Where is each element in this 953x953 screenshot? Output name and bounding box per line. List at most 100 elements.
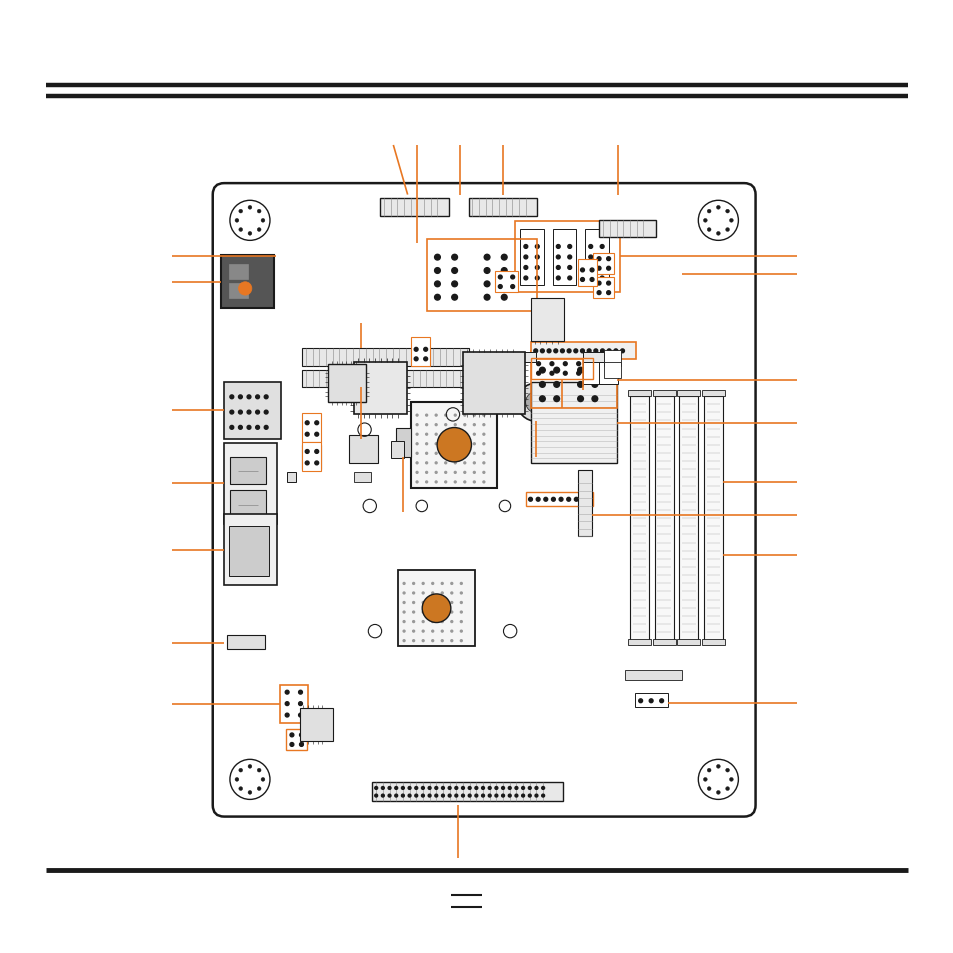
Circle shape	[299, 742, 303, 746]
Bar	[552, 230, 576, 285]
Bar	[603, 363, 620, 378]
Circle shape	[473, 481, 475, 483]
Circle shape	[435, 453, 436, 455]
Circle shape	[381, 787, 384, 789]
Bar	[598, 357, 617, 384]
Circle shape	[536, 497, 539, 501]
Circle shape	[528, 787, 531, 789]
Bar	[390, 441, 403, 458]
Circle shape	[403, 621, 405, 623]
Circle shape	[416, 443, 417, 445]
Circle shape	[395, 795, 397, 797]
Circle shape	[484, 269, 490, 274]
Circle shape	[444, 434, 446, 436]
Circle shape	[484, 295, 490, 301]
Circle shape	[428, 787, 431, 789]
Circle shape	[482, 462, 484, 464]
Circle shape	[441, 631, 443, 633]
Circle shape	[468, 795, 471, 797]
Circle shape	[444, 424, 446, 426]
Circle shape	[261, 778, 265, 781]
Circle shape	[581, 497, 585, 501]
Circle shape	[408, 787, 411, 789]
Circle shape	[725, 768, 729, 772]
Circle shape	[523, 276, 527, 280]
Circle shape	[550, 372, 554, 375]
Circle shape	[484, 282, 490, 288]
Circle shape	[463, 481, 465, 483]
Circle shape	[444, 453, 446, 455]
Circle shape	[230, 201, 270, 241]
Circle shape	[375, 787, 377, 789]
Circle shape	[454, 434, 456, 436]
Circle shape	[510, 285, 514, 289]
Circle shape	[247, 395, 251, 399]
Circle shape	[403, 602, 405, 604]
Bar	[627, 391, 650, 396]
Circle shape	[454, 443, 456, 445]
Circle shape	[441, 640, 443, 642]
Circle shape	[454, 424, 456, 426]
Circle shape	[414, 357, 417, 361]
Circle shape	[425, 453, 427, 455]
Circle shape	[388, 787, 391, 789]
Circle shape	[554, 382, 559, 388]
Circle shape	[238, 411, 242, 415]
Circle shape	[463, 415, 465, 416]
Circle shape	[416, 453, 417, 455]
Circle shape	[729, 778, 733, 781]
Circle shape	[649, 700, 653, 703]
Circle shape	[403, 612, 405, 614]
Bar	[299, 708, 333, 741]
Circle shape	[230, 411, 233, 415]
Circle shape	[592, 396, 598, 402]
Circle shape	[285, 691, 289, 695]
Circle shape	[403, 631, 405, 633]
Circle shape	[659, 700, 663, 703]
Circle shape	[375, 795, 377, 797]
Bar	[354, 362, 406, 415]
Circle shape	[454, 462, 456, 464]
Circle shape	[495, 787, 497, 789]
Circle shape	[432, 602, 434, 604]
Bar	[598, 221, 655, 238]
Circle shape	[441, 787, 444, 789]
Circle shape	[248, 791, 252, 795]
Circle shape	[305, 421, 309, 425]
Circle shape	[475, 795, 477, 797]
Circle shape	[428, 795, 431, 797]
Circle shape	[248, 206, 252, 210]
Circle shape	[577, 362, 580, 366]
Circle shape	[432, 640, 434, 642]
Circle shape	[416, 481, 417, 483]
Bar	[635, 694, 668, 708]
Bar	[593, 253, 614, 274]
Circle shape	[473, 415, 475, 416]
Circle shape	[451, 593, 453, 595]
Circle shape	[501, 269, 507, 274]
Circle shape	[706, 210, 710, 213]
Bar	[578, 470, 592, 537]
Bar	[603, 351, 620, 366]
Circle shape	[599, 276, 603, 280]
Circle shape	[560, 350, 564, 354]
Circle shape	[578, 382, 583, 388]
Circle shape	[460, 602, 462, 604]
Circle shape	[444, 462, 446, 464]
Circle shape	[415, 795, 417, 797]
Circle shape	[495, 795, 497, 797]
Circle shape	[698, 760, 738, 800]
Bar	[230, 458, 266, 485]
Circle shape	[264, 411, 268, 415]
Bar	[701, 639, 724, 645]
Circle shape	[473, 462, 475, 464]
Bar	[701, 391, 724, 396]
Circle shape	[566, 497, 570, 501]
Circle shape	[441, 602, 443, 604]
Circle shape	[238, 282, 252, 295]
Circle shape	[421, 787, 424, 789]
Circle shape	[594, 350, 598, 354]
Bar	[584, 230, 608, 285]
Circle shape	[416, 434, 417, 436]
Circle shape	[422, 593, 424, 595]
